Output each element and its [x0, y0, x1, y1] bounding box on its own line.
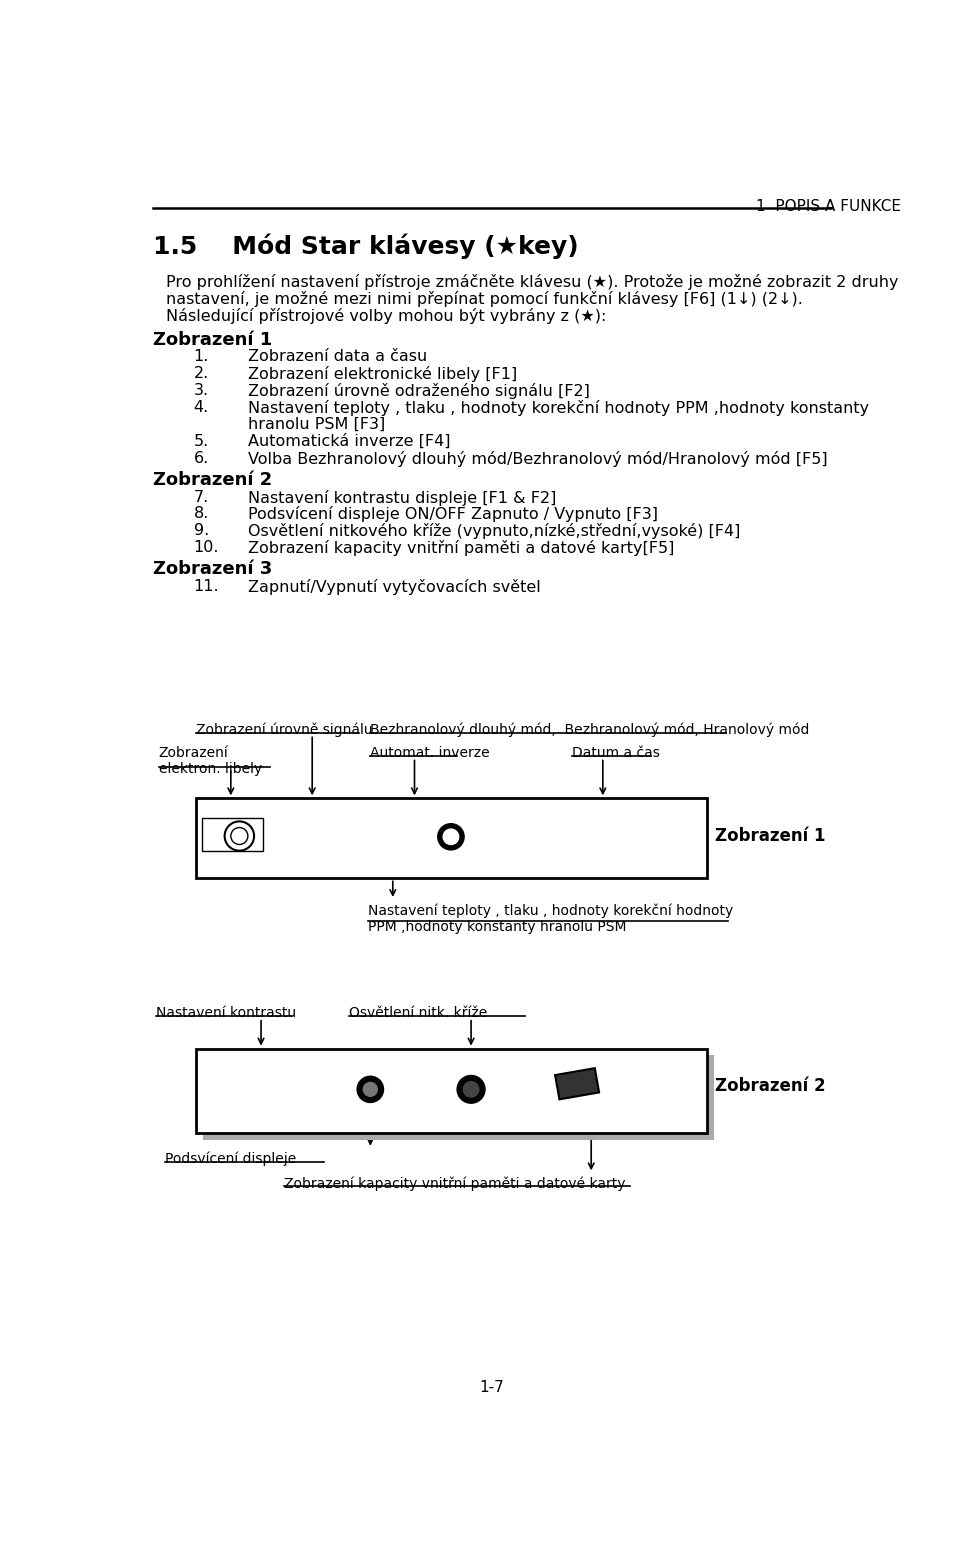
- Text: NP/P    1 ↓: NP/P 1 ↓: [509, 837, 598, 856]
- Text: Zobrazení kapacity vnitřní paměti a datové karty: Zobrazení kapacity vnitřní paměti a dato…: [284, 1176, 626, 1190]
- Text: Zobrazení elektronické libely [F1]: Zobrazení elektronické libely [F1]: [248, 366, 517, 382]
- Text: 6.: 6.: [194, 450, 209, 466]
- Text: 10.: 10.: [194, 540, 219, 555]
- Text: Nastavení teploty , tlaku , hodnoty korekční hodnoty
PPM ,hodnoty konstanty hran: Nastavení teploty , tlaku , hodnoty kore…: [368, 902, 733, 934]
- Text: 1998-10-10    14:30:40: 1998-10-10 14:30:40: [275, 809, 515, 827]
- Text: X: X: [204, 827, 212, 838]
- Text: 2 ↓: 2 ↓: [622, 1087, 652, 1106]
- Text: ]: ]: [254, 1087, 268, 1120]
- Text: Osvětlení nitkového kříže (vypnuto,nízké,střední,vysoké) [F4]: Osvětlení nitkového kříže (vypnuto,nízké…: [248, 524, 740, 540]
- Text: Zobrazení 2: Zobrazení 2: [153, 471, 272, 490]
- Text: Automatická inverze [F4]: Automatická inverze [F4]: [248, 435, 450, 449]
- Text: Nastavení kontrastu: Nastavení kontrastu: [156, 1006, 296, 1020]
- Bar: [203, 818, 263, 851]
- Text: 7.: 7.: [194, 490, 209, 505]
- Circle shape: [464, 1082, 479, 1096]
- Text: 5.: 5.: [194, 435, 209, 449]
- Text: 1  POPIS A FUNKCE: 1 POPIS A FUNKCE: [756, 199, 900, 214]
- Text: Nastavení kontrastu displeje [F1 & F2]: Nastavení kontrastu displeje [F1 & F2]: [248, 490, 556, 505]
- Text: Zobrazení kapacity vnitřní paměti a datové karty[F5]: Zobrazení kapacity vnitřní paměti a dato…: [248, 540, 674, 557]
- Text: Zobrazení 3: Zobrazení 3: [153, 560, 272, 579]
- Text: 1.5    Mód Star klávesy (★key): 1.5 Mód Star klávesy (★key): [153, 235, 578, 260]
- Circle shape: [363, 1082, 377, 1096]
- Circle shape: [438, 824, 464, 849]
- Circle shape: [357, 1076, 383, 1103]
- Text: Podsvícení displeje ON/OFF Zapnuto / Vypnuto [F3]: Podsvícení displeje ON/OFF Zapnuto / Vyp…: [248, 507, 658, 522]
- Text: ppm: ppm: [348, 834, 369, 843]
- Text: 1998-10-10    14:30:40: 1998-10-10 14:30:40: [275, 1059, 515, 1078]
- Bar: [203, 1056, 714, 1140]
- Text: Zobrazení
elektron. libely: Zobrazení elektron. libely: [158, 746, 262, 776]
- Text: Zobrazení úrovně signálu: Zobrazení úrovně signálu: [196, 723, 372, 737]
- Text: Automat. inverze: Automat. inverze: [371, 746, 490, 760]
- Text: 2.: 2.: [194, 366, 209, 382]
- Text: Bezhranolový dlouhý mód,  Bezhranolový mód, Hranolový mód: Bezhranolový dlouhý mód, Bezhranolový mó…: [371, 723, 809, 737]
- Text: 4.: 4.: [194, 400, 209, 414]
- Text: Zobrazení úrovně odraženého signálu [F2]: Zobrazení úrovně odraženého signálu [F2]: [248, 383, 589, 399]
- Text: Y: Y: [204, 838, 211, 848]
- Text: Následující přístrojové volby mohou být vybrány z (★):: Následující přístrojové volby mohou být …: [166, 308, 607, 324]
- Text: Osvětlení nitk. kříže: Osvětlení nitk. kříže: [349, 1006, 488, 1020]
- Circle shape: [444, 829, 459, 845]
- Text: 11.: 11.: [194, 579, 219, 594]
- Text: 1.: 1.: [194, 349, 209, 364]
- Bar: [196, 1048, 708, 1134]
- Bar: [196, 798, 708, 879]
- Text: Volba Bezhranolový dlouhý mód/Bezhranolový mód/Hranolový mód [F5]: Volba Bezhranolový dlouhý mód/Bezhranolo…: [248, 450, 828, 468]
- Text: 9.: 9.: [194, 524, 209, 538]
- Text: Zobrazení 1: Zobrazení 1: [153, 332, 272, 349]
- Circle shape: [457, 1076, 485, 1103]
- Text: ⊓: ⊓: [287, 837, 310, 866]
- Text: 1-7: 1-7: [480, 1379, 504, 1395]
- Text: Zapnutí/Vypnutí vytyčovacích světel: Zapnutí/Vypnutí vytyčovacích světel: [248, 579, 540, 594]
- Text: nastavení, je možné mezi nimi přepínat pomocí funkční klávesy [F6] (1↓) (2↓).: nastavení, je možné mezi nimi přepínat p…: [166, 291, 804, 307]
- Text: 3.: 3.: [194, 383, 208, 399]
- Text: ◑: ◑: [234, 1089, 259, 1117]
- Text: [: [: [220, 1087, 233, 1120]
- Text: Podsvícení displeje: Podsvícení displeje: [165, 1151, 297, 1167]
- Text: Datum a čas: Datum a čas: [572, 746, 660, 760]
- Text: hranolu PSM [F3]: hranolu PSM [F3]: [248, 418, 385, 432]
- Text: Zobrazení data a času: Zobrazení data a času: [248, 349, 427, 364]
- Text: Nastavení teploty , tlaku , hodnoty korekční hodnoty PPM ,hodnoty konstanty: Nastavení teploty , tlaku , hodnoty kore…: [248, 400, 869, 416]
- Text: Pro prohlížení nastavení přístroje zmáčněte klávesu (★). Protože je možné zobraz: Pro prohlížení nastavení přístroje zmáčn…: [166, 274, 899, 289]
- Text: Zobrazení 2: Zobrazení 2: [715, 1078, 826, 1095]
- Bar: [555, 1068, 599, 1099]
- Text: Zobrazení 1: Zobrazení 1: [715, 827, 826, 845]
- Text: 8.: 8.: [194, 507, 209, 521]
